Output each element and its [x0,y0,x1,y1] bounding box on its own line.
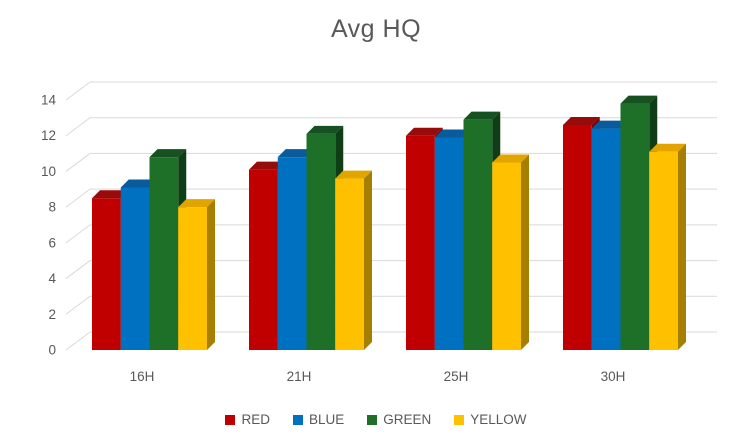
bar-green-16h-top [149,149,187,158]
bar-green-30h-top [620,95,658,104]
y-axis-label-4: 4 [48,271,56,286]
y-axis-label-12: 12 [41,128,56,143]
legend: RED BLUE GREEN YELLOW [0,412,752,427]
legend-swatch-green-icon [367,414,378,425]
bar-green-30h [620,103,650,350]
legend-label-green: GREEN [383,412,432,427]
bar-blue-21h [277,157,307,350]
bar-blue-21h-top [277,149,315,158]
bar-red-16h [92,198,121,350]
x-axis-label-16h: 16H [130,369,155,384]
y-axis-label-10: 10 [41,164,56,179]
bar-green-16h [149,157,179,350]
legend-label-red: RED [241,412,270,427]
bar-yellow-30h [649,151,678,350]
y-tick-8 [65,188,91,208]
bar-blue-30h-top [591,120,629,129]
bar-red-30h [563,125,592,350]
bar-green-25h [463,119,493,351]
legend-item-yellow: YELLOW [454,412,527,427]
bar-yellow-16h-top [178,199,215,208]
legend-swatch-blue-icon [292,414,303,425]
y-tick-2 [65,295,91,315]
bar-green-21h [306,133,336,350]
bar-red-21h [249,169,278,350]
bar-yellow-21h-side [364,170,372,350]
y-tick-10 [65,153,91,172]
legend-item-red: RED [225,412,270,427]
bar-yellow-25h [492,162,521,350]
x-axis-label-30h: 30H [601,369,626,384]
y-tick-4 [65,260,91,279]
chart-title: Avg HQ [330,15,422,43]
bar-blue-16h-top [120,179,158,188]
bar-red-16h-top [92,190,129,199]
bar-yellow-16h-side [207,199,215,350]
y-tick-0 [65,331,91,351]
legend-label-blue: BLUE [308,412,345,427]
x-axis-label-21h: 21H [287,369,312,384]
legend-item-blue: BLUE [292,412,345,427]
legend-swatch-yellow-icon [454,414,465,425]
legend-label-yellow: YELLOW [470,412,527,427]
bar-yellow-25h-top [492,154,529,163]
bar-blue-16h [120,187,150,350]
bar-red-25h-top [406,127,443,136]
bar-green-25h-top [463,111,501,120]
bar-yellow-21h-top [335,170,372,179]
y-axis-label-8: 8 [48,200,56,215]
bar-blue-25h [434,137,464,350]
bar-red-30h-top [563,117,600,125]
y-tick-6 [65,224,91,244]
bar-yellow-21h [335,178,364,350]
bar-blue-30h [591,128,621,350]
bar-green-21h-top [306,125,344,134]
y-tick-12 [65,117,91,137]
y-axis-label-14: 14 [41,93,57,108]
bar-red-25h [406,135,435,350]
bar-yellow-16h [178,207,207,350]
bar-red-21h-top [249,161,286,170]
bar-yellow-25h-side [521,154,529,350]
bar-yellow-30h-side [678,143,686,350]
bar-yellow-30h-top [649,143,686,152]
legend-item-green: GREEN [367,412,431,427]
y-tick-14 [65,81,91,101]
y-axis-label-2: 2 [48,307,56,322]
legend-swatch-red-icon [225,414,236,425]
y-axis-label-6: 6 [48,235,56,250]
x-axis-label-25h: 25H [444,369,469,384]
y-axis-label-0: 0 [48,343,56,358]
bar-blue-25h-top [434,129,472,138]
